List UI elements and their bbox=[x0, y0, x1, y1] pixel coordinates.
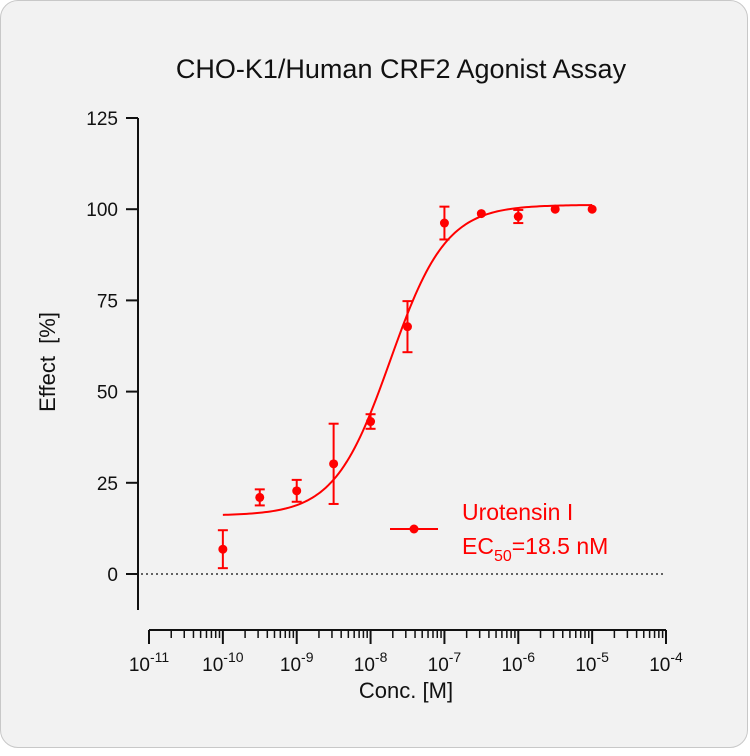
legend-marker bbox=[409, 524, 419, 534]
y-tick-label: 125 bbox=[86, 109, 118, 130]
legend-ec50-value: =18.5 nM bbox=[512, 533, 609, 559]
data-point bbox=[402, 322, 412, 332]
y-tick-label: 0 bbox=[107, 565, 118, 586]
data-point bbox=[366, 417, 376, 427]
x-tick-label: 10-9 bbox=[280, 649, 314, 676]
y-tick-label: 25 bbox=[97, 474, 118, 495]
data-point bbox=[255, 492, 265, 502]
data-point bbox=[329, 459, 339, 469]
fit-curve-group bbox=[222, 204, 593, 516]
y-axis-label: Effect [%] bbox=[35, 312, 60, 412]
x-axis-label: Conc. [M] bbox=[359, 678, 453, 703]
fit-curve bbox=[222, 204, 593, 516]
data-point bbox=[587, 204, 597, 214]
data-point bbox=[513, 211, 523, 221]
y-tick-label: 50 bbox=[97, 383, 118, 404]
x-tick-label: 10-7 bbox=[428, 649, 462, 676]
legend-ec50-label: EC50=18.5 nM bbox=[462, 533, 608, 565]
legend-ec50-prefix: EC bbox=[462, 533, 494, 559]
data-point bbox=[218, 544, 228, 554]
chart-title: CHO-K1/Human CRF2 Agonist Assay bbox=[176, 54, 627, 84]
legend-series-label: Urotensin I bbox=[462, 499, 573, 525]
data-point bbox=[476, 209, 486, 219]
x-axis: 10-11 10-10 10-9 10-8 10-7 10-6 10-5 10-4 bbox=[129, 629, 683, 676]
data-point bbox=[292, 486, 302, 496]
y-tick-label: 75 bbox=[97, 291, 118, 312]
x-tick-label: 10-8 bbox=[354, 649, 388, 676]
x-tick-label: 10-6 bbox=[501, 649, 535, 676]
data-point bbox=[550, 204, 560, 214]
y-tick-label: 100 bbox=[86, 200, 118, 221]
data-points-group bbox=[217, 204, 597, 570]
x-tick-label: 10-5 bbox=[575, 649, 609, 676]
y-axis: 0 25 50 75 100 125 bbox=[86, 109, 139, 610]
x-tick-label: 10-10 bbox=[202, 649, 244, 676]
data-point bbox=[439, 218, 449, 228]
x-tick-label: 10-11 bbox=[129, 649, 170, 676]
x-tick-label: 10-4 bbox=[649, 649, 683, 676]
legend: Urotensin I EC50=18.5 nM bbox=[390, 499, 608, 565]
legend-ec50-subscript: 50 bbox=[494, 548, 512, 565]
